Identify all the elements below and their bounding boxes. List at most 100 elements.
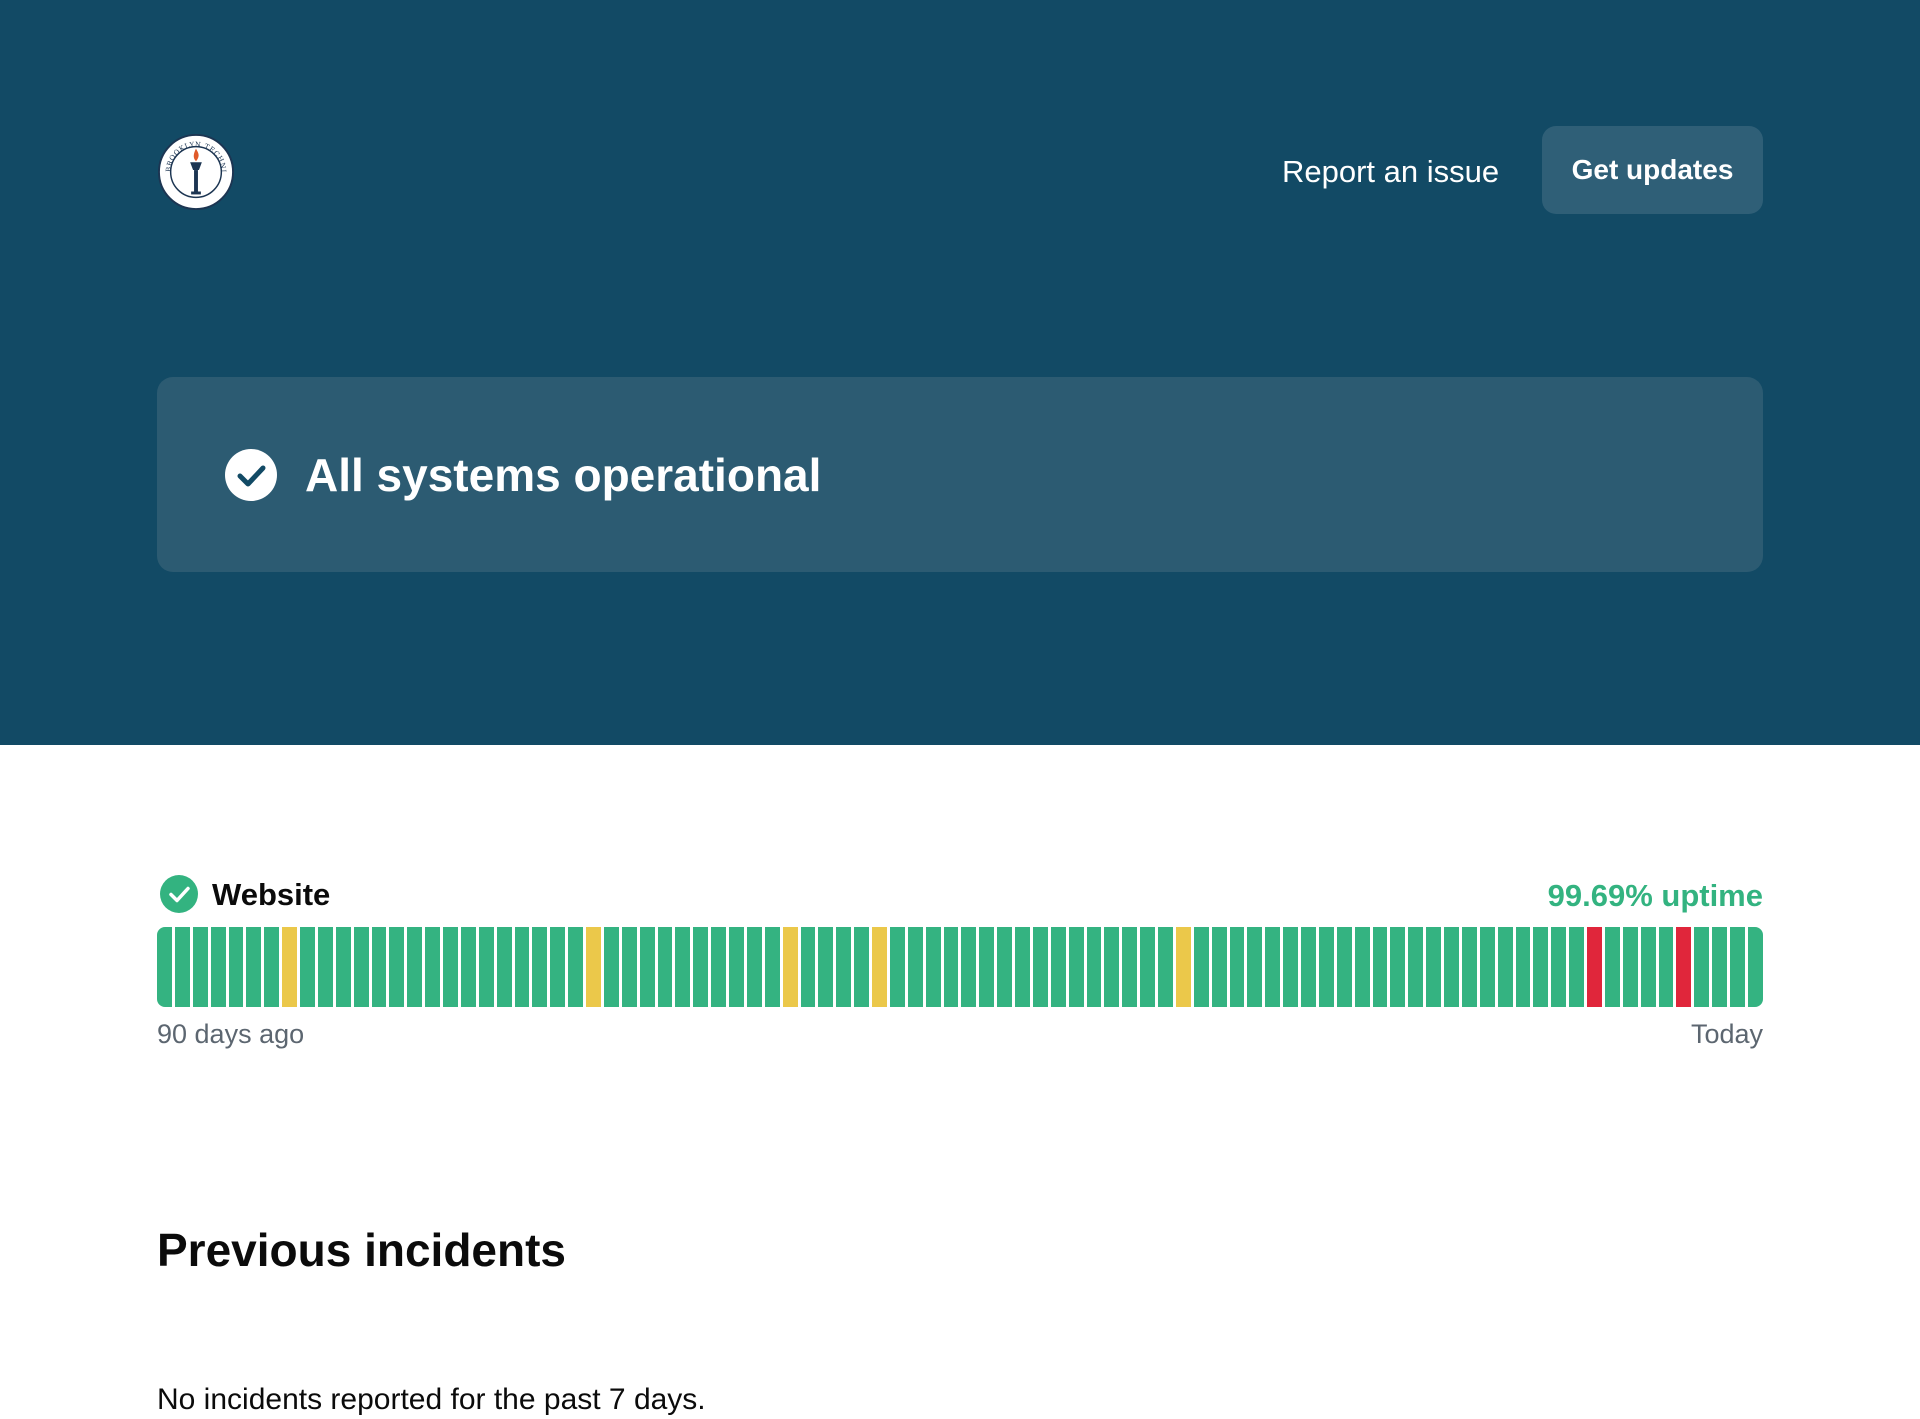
overall-status-card: All systems operational [157,377,1763,572]
uptime-day-bar-operational[interactable] [264,927,280,1007]
component-website: Website 99.69% uptime 90 days ago Today [157,872,1763,1052]
uptime-day-bar-degraded[interactable] [1175,927,1191,1007]
get-updates-button[interactable]: Get updates [1542,126,1763,214]
uptime-day-bar-operational[interactable] [1658,927,1674,1007]
uptime-day-bar-operational[interactable] [1068,927,1084,1007]
uptime-day-bar-operational[interactable] [657,927,673,1007]
uptime-day-bar-operational[interactable] [443,927,458,1007]
uptime-day-bar-operational[interactable] [1426,927,1441,1007]
uptime-day-bar-operational[interactable] [1640,927,1656,1007]
report-issue-link[interactable]: Report an issue [1282,154,1500,189]
uptime-day-bar-operational[interactable] [1569,927,1584,1007]
uptime-day-bar-operational[interactable] [925,927,941,1007]
uptime-day-bar-operational[interactable] [1104,927,1120,1007]
uptime-day-bar-operational[interactable] [157,927,172,1007]
uptime-day-bar-operational[interactable] [550,927,566,1007]
uptime-day-bar-operational[interactable] [514,927,530,1007]
uptime-day-bar-operational[interactable] [1265,927,1281,1007]
uptime-day-bar-operational[interactable] [407,927,423,1007]
uptime-day-bar-operational[interactable] [1015,927,1030,1007]
uptime-day-bar-operational[interactable] [1283,927,1298,1007]
uptime-day-bar-operational[interactable] [1158,927,1173,1007]
uptime-day-bar-degraded[interactable] [872,927,887,1007]
uptime-day-bar-operational[interactable] [425,927,440,1007]
uptime-day-bar-operational[interactable] [943,927,959,1007]
uptime-day-bar-operational[interactable] [764,927,780,1007]
uptime-day-bar-operational[interactable] [1747,927,1763,1007]
uptime-day-bar-operational[interactable] [603,927,619,1007]
uptime-day-bar-operational[interactable] [246,927,262,1007]
uptime-day-bar-operational[interactable] [478,927,494,1007]
uptime-day-bar-degraded[interactable] [782,927,798,1007]
uptime-day-bar-operational[interactable] [335,927,351,1007]
header-hero: BROOKLYN TECHNICAL HIGH SCHOOL Report an… [0,0,1920,745]
uptime-day-bar-operational[interactable] [621,927,637,1007]
uptime-day-bar-operational[interactable] [818,927,834,1007]
uptime-day-bar-operational[interactable] [889,927,905,1007]
uptime-day-bar-operational[interactable] [1622,927,1638,1007]
uptime-day-bar-operational[interactable] [961,927,977,1007]
uptime-day-bar-operational[interactable] [1497,927,1513,1007]
uptime-day-bar-operational[interactable] [1444,927,1459,1007]
uptime-day-bar-operational[interactable] [1193,927,1209,1007]
uptime-day-bar-operational[interactable] [371,927,387,1007]
uptime-day-bar-operational[interactable] [1533,927,1549,1007]
uptime-day-bar-operational[interactable] [1712,927,1727,1007]
uptime-day-bar-operational[interactable] [1461,927,1477,1007]
uptime-day-bar-operational[interactable] [1408,927,1424,1007]
uptime-day-bar-operational[interactable] [317,927,333,1007]
uptime-day-bar-operational[interactable] [1694,927,1710,1007]
uptime-day-bar-operational[interactable] [1336,927,1352,1007]
uptime-day-bar-operational[interactable] [460,927,476,1007]
uptime-day-bar-outage[interactable] [1676,927,1692,1007]
uptime-day-bar-operational[interactable] [1211,927,1227,1007]
uptime-day-bar-operational[interactable] [1301,927,1316,1007]
uptime-day-bar-operational[interactable] [746,927,762,1007]
uptime-day-bar-operational[interactable] [854,927,869,1007]
uptime-day-bar-operational[interactable] [1318,927,1334,1007]
uptime-day-bar-operational[interactable] [800,927,816,1007]
uptime-day-bar-degraded[interactable] [586,927,601,1007]
uptime-day-bar-operational[interactable] [1354,927,1370,1007]
uptime-day-bar-operational[interactable] [675,927,691,1007]
uptime-day-bar-operational[interactable] [1122,927,1138,1007]
uptime-day-bar-operational[interactable] [1730,927,1745,1007]
uptime-day-bar-outage[interactable] [1587,927,1602,1007]
uptime-day-bar-operational[interactable] [1229,927,1245,1007]
uptime-day-bar-operational[interactable] [639,927,655,1007]
uptime-day-bar-operational[interactable] [907,927,923,1007]
uptime-day-bar-operational[interactable] [1604,927,1620,1007]
uptime-percentage: 99.69% uptime [1547,878,1763,913]
uptime-day-bar-operational[interactable] [997,927,1012,1007]
school-logo[interactable]: BROOKLYN TECHNICAL HIGH SCHOOL [157,133,235,211]
uptime-day-bar-operational[interactable] [210,927,226,1007]
previous-incidents-heading: Previous incidents [157,1224,567,1276]
range-end-label: Today [1690,1019,1763,1049]
uptime-day-bar-operational[interactable] [389,927,405,1007]
uptime-day-bar-operational[interactable] [979,927,995,1007]
uptime-day-bar-operational[interactable] [1050,927,1066,1007]
uptime-day-bar-operational[interactable] [1372,927,1388,1007]
uptime-day-bar-operational[interactable] [729,927,744,1007]
uptime-day-bar-operational[interactable] [568,927,583,1007]
uptime-day-bar-operational[interactable] [836,927,852,1007]
uptime-day-bar-operational[interactable] [1140,927,1155,1007]
uptime-day-bar-operational[interactable] [1515,927,1531,1007]
uptime-day-bar-operational[interactable] [1032,927,1048,1007]
uptime-day-bar-operational[interactable] [1551,927,1567,1007]
uptime-day-bar-operational[interactable] [353,927,369,1007]
overall-status-text: All systems operational [305,449,822,501]
uptime-day-bar-operational[interactable] [300,927,315,1007]
uptime-day-bar-operational[interactable] [174,927,190,1007]
uptime-day-bar-operational[interactable] [532,927,548,1007]
uptime-day-bar-operational[interactable] [1390,927,1406,1007]
uptime-day-bar-degraded[interactable] [282,927,297,1007]
uptime-day-bar-operational[interactable] [1479,927,1495,1007]
uptime-day-bar-operational[interactable] [192,927,208,1007]
uptime-day-bar-operational[interactable] [1247,927,1263,1007]
uptime-day-bar-operational[interactable] [228,927,244,1007]
uptime-day-bar-operational[interactable] [1086,927,1102,1007]
uptime-day-bar-operational[interactable] [711,927,726,1007]
uptime-day-bar-operational[interactable] [496,927,512,1007]
uptime-day-bar-operational[interactable] [693,927,709,1007]
